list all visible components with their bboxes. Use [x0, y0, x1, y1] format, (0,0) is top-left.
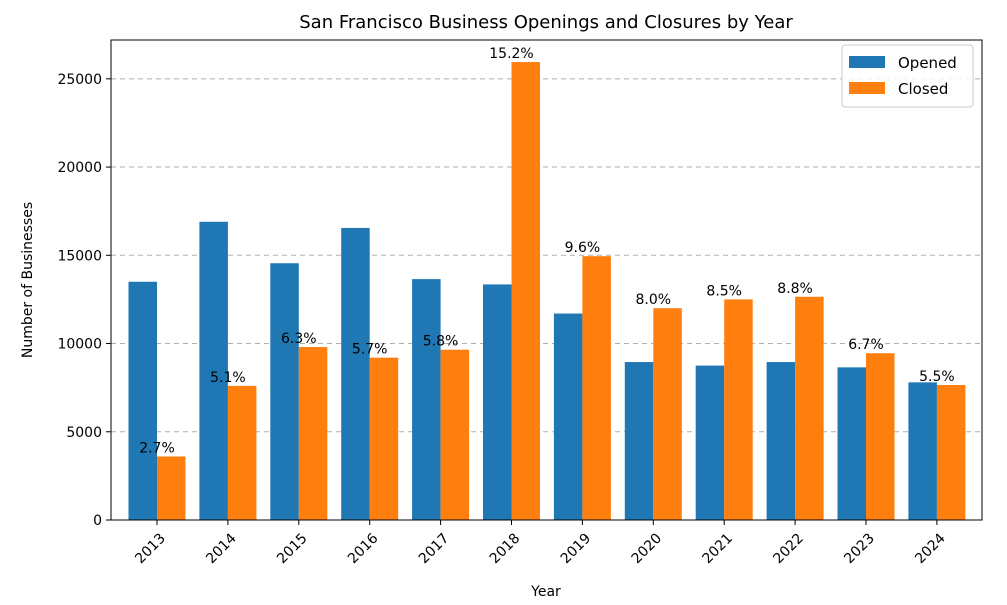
closure-rate-label-2017: 5.8%	[423, 334, 459, 350]
closure-rate-label-2021: 8.5%	[706, 283, 742, 299]
closure-rate-label-2018: 15.2%	[489, 46, 533, 62]
plot-frame	[110, 39, 983, 521]
y-tick-label: 5000	[66, 425, 102, 441]
bar-opened-2023	[837, 367, 866, 520]
bar-opened-2021	[695, 365, 725, 520]
bar-closed-2023	[866, 353, 895, 520]
bar-closed-2021	[724, 299, 753, 520]
y-tick-label: 0	[93, 513, 102, 529]
closure-rate-label-2015: 6.3%	[281, 331, 317, 347]
bar-opened-2017	[412, 279, 441, 520]
y-tick-label: 20000	[57, 160, 102, 176]
bar-opened-2018	[483, 284, 512, 520]
data-labels: 2.7% 5.1% 6.3% 5.7% 5.8% 15.2% 9.6% 8.0% 8.5% 8.8…	[139, 46, 954, 456]
closure-rate-label-2023: 6.7%	[848, 337, 884, 353]
legend-label-closed: Closed	[898, 80, 948, 98]
bar-closed-2024	[936, 385, 966, 520]
closure-rate-label-2022: 8.8%	[777, 281, 813, 297]
closure-rate-label-2019: 9.6%	[565, 240, 601, 256]
bar-opened-2020	[624, 362, 654, 520]
closure-rate-label-2020: 8.0%	[636, 292, 672, 308]
bar-closed-2013	[157, 456, 186, 520]
bar-closed-2020	[653, 308, 682, 520]
closure-rate-label-2014: 5.1%	[210, 370, 246, 386]
y-tick-label: 10000	[57, 337, 102, 353]
closure-rate-label-2013: 2.7%	[139, 440, 175, 456]
closure-rate-label-2024: 5.5%	[919, 369, 955, 385]
bar-closed-2022	[795, 296, 824, 520]
bar-opened-2016	[341, 227, 370, 521]
legend-swatch-opened	[849, 56, 885, 68]
legend-swatch-closed	[849, 82, 885, 94]
legend: Opened Closed	[841, 44, 974, 108]
y-tick-label: 15000	[57, 248, 102, 264]
bar-closed-2018	[511, 62, 540, 520]
chart-title: San Francisco Business Openings and Clos…	[299, 12, 793, 33]
bar-closed-2017	[440, 349, 470, 520]
closure-rate-label-2016: 5.7%	[352, 342, 388, 358]
bar-opened-2013	[128, 281, 157, 520]
y-tick-label: 25000	[57, 72, 102, 88]
bar-opened-2019	[553, 313, 583, 520]
bar-closed-2016	[369, 357, 399, 520]
bar-opened-2014	[199, 221, 228, 520]
y-axis-label: Number of Businesses	[20, 202, 36, 358]
bar-opened-2015	[270, 263, 299, 520]
bar-closed-2015	[298, 347, 328, 520]
bars	[128, 62, 966, 521]
bar-opened-2024	[908, 382, 937, 520]
bar-closed-2014	[227, 385, 257, 520]
bar-opened-2022	[766, 362, 796, 520]
x-axis-label: Year	[530, 584, 561, 600]
legend-label-opened: Opened	[898, 54, 957, 72]
bar-closed-2019	[582, 256, 611, 520]
